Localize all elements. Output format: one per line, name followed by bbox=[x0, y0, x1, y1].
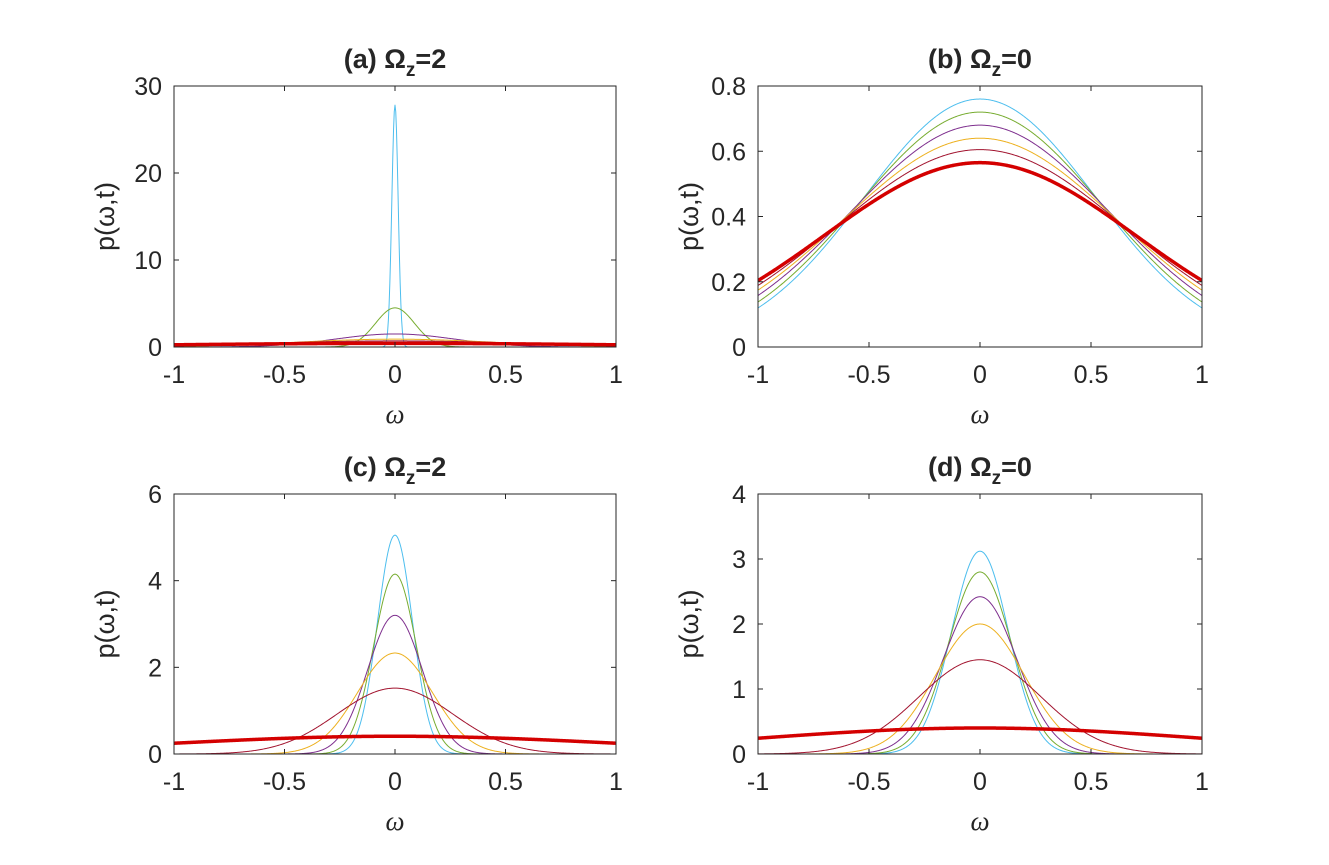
series-line-1 bbox=[758, 98, 1202, 309]
x-tick-label: 0 bbox=[388, 768, 402, 796]
series-group bbox=[174, 534, 616, 754]
series-line-1 bbox=[174, 104, 616, 347]
subplot-2: -1 -0.5 0 0.5 1 0 0.2 0.4 0.6 0.8 ω p(ω,t) (b) Ωz=0 bbox=[674, 44, 1209, 429]
x-tick-label: -1 bbox=[747, 768, 769, 796]
series-line-5 bbox=[174, 687, 616, 754]
x-tick-label: 0.5 bbox=[1074, 768, 1109, 796]
x-axis-label: ω bbox=[385, 399, 404, 429]
chart-title: (d) Ωz=0 bbox=[928, 452, 1032, 489]
y-axis-label: p(ω,t) bbox=[674, 589, 704, 658]
series-group bbox=[758, 550, 1202, 754]
chart-title-subscript: z bbox=[406, 60, 416, 81]
y-tick-label: 0 bbox=[148, 741, 162, 769]
plot-area bbox=[174, 86, 616, 347]
y-tick-label: 0.4 bbox=[711, 204, 746, 232]
x-axis-label: ω bbox=[970, 399, 989, 429]
plot-area bbox=[758, 86, 1202, 347]
chart-title-suffix: =2 bbox=[415, 44, 446, 74]
y-tick-label: 3 bbox=[732, 546, 746, 574]
y-tick-label: 0.8 bbox=[711, 73, 746, 101]
x-tick-label: 1 bbox=[609, 768, 623, 796]
y-tick-label: 2 bbox=[732, 611, 746, 639]
y-tick-label: 1 bbox=[732, 676, 746, 704]
x-tick-label: -0.5 bbox=[263, 361, 306, 389]
series-group bbox=[758, 98, 1202, 309]
y-tick-label: 4 bbox=[148, 568, 162, 596]
series-line-3 bbox=[174, 614, 616, 754]
x-tick-label: 0 bbox=[973, 361, 987, 389]
x-axis-label: ω bbox=[970, 806, 989, 836]
y-tick-label: 30 bbox=[134, 73, 162, 101]
chart-title-subscript: z bbox=[992, 468, 1002, 489]
x-tick-label: -0.5 bbox=[263, 768, 306, 796]
series-line-2 bbox=[174, 307, 616, 347]
series-line-6 bbox=[758, 160, 1202, 283]
x-axis-label: ω bbox=[385, 806, 404, 836]
series-line-2 bbox=[174, 573, 616, 754]
x-tick-label: 1 bbox=[1195, 768, 1209, 796]
x-tick-label: 1 bbox=[1195, 361, 1209, 389]
series-line-1 bbox=[758, 550, 1202, 754]
chart-title-main: (b) Ω bbox=[928, 44, 992, 74]
y-tick-label: 0 bbox=[148, 334, 162, 362]
x-tick-label: 1 bbox=[609, 361, 623, 389]
x-tick-label: 0.5 bbox=[488, 768, 523, 796]
chart-title-suffix: =0 bbox=[1001, 44, 1032, 74]
y-axis-label: p(ω,t) bbox=[90, 589, 120, 658]
x-tick-label: 0.5 bbox=[1074, 361, 1109, 389]
x-tick-label: -1 bbox=[747, 361, 769, 389]
y-tick-label: 0.6 bbox=[711, 138, 746, 166]
chart-title-main: (a) Ω bbox=[344, 44, 406, 74]
chart-title-main: (d) Ω bbox=[928, 452, 992, 482]
y-tick-label: 4 bbox=[732, 481, 746, 509]
chart-title: (c) Ωz=2 bbox=[344, 452, 446, 489]
y-tick-label: 0.2 bbox=[711, 269, 746, 297]
x-tick-label: 0.5 bbox=[488, 361, 523, 389]
chart-title-main: (c) Ω bbox=[344, 452, 406, 482]
series-group bbox=[174, 104, 616, 347]
chart-title-subscript: z bbox=[992, 60, 1002, 81]
y-tick-label: 20 bbox=[134, 160, 162, 188]
subplot-3: -1 -0.5 0 0.5 1 0 2 4 6 ω p(ω,t) (c) Ωz=2 bbox=[90, 452, 623, 836]
x-tick-label: -1 bbox=[163, 361, 185, 389]
y-axis-label: p(ω,t) bbox=[674, 182, 704, 251]
series-line-2 bbox=[758, 571, 1202, 754]
chart-title-suffix: =0 bbox=[1001, 452, 1032, 482]
x-tick-label: 0 bbox=[388, 361, 402, 389]
y-axis-label: p(ω,t) bbox=[90, 182, 120, 251]
series-line-6 bbox=[758, 726, 1202, 740]
y-tick-label: 2 bbox=[148, 654, 162, 682]
x-tick-label: -0.5 bbox=[847, 768, 890, 796]
x-tick-label: -1 bbox=[163, 768, 185, 796]
y-tick-label: 0 bbox=[732, 741, 746, 769]
x-tick-label: -0.5 bbox=[847, 361, 890, 389]
series-line-2 bbox=[758, 111, 1202, 303]
y-tick-label: 10 bbox=[134, 247, 162, 275]
x-tick-label: 0 bbox=[973, 768, 987, 796]
chart-title-subscript: z bbox=[406, 468, 416, 489]
subplot-4: -1 -0.5 0 0.5 1 0 1 2 3 4 ω p(ω,t) (d) Ωz=0 bbox=[674, 452, 1209, 836]
series-line-6 bbox=[174, 734, 616, 745]
series-line-1 bbox=[174, 534, 616, 754]
series-line-5 bbox=[758, 659, 1202, 754]
chart-title: (b) Ωz=0 bbox=[928, 44, 1032, 81]
plot-area bbox=[174, 494, 616, 754]
chart-title-suffix: =2 bbox=[415, 452, 446, 482]
series-line-3 bbox=[174, 333, 616, 347]
y-tick-label: 0 bbox=[732, 334, 746, 362]
chart-title: (a) Ωz=2 bbox=[344, 44, 446, 81]
y-tick-label: 6 bbox=[148, 481, 162, 509]
